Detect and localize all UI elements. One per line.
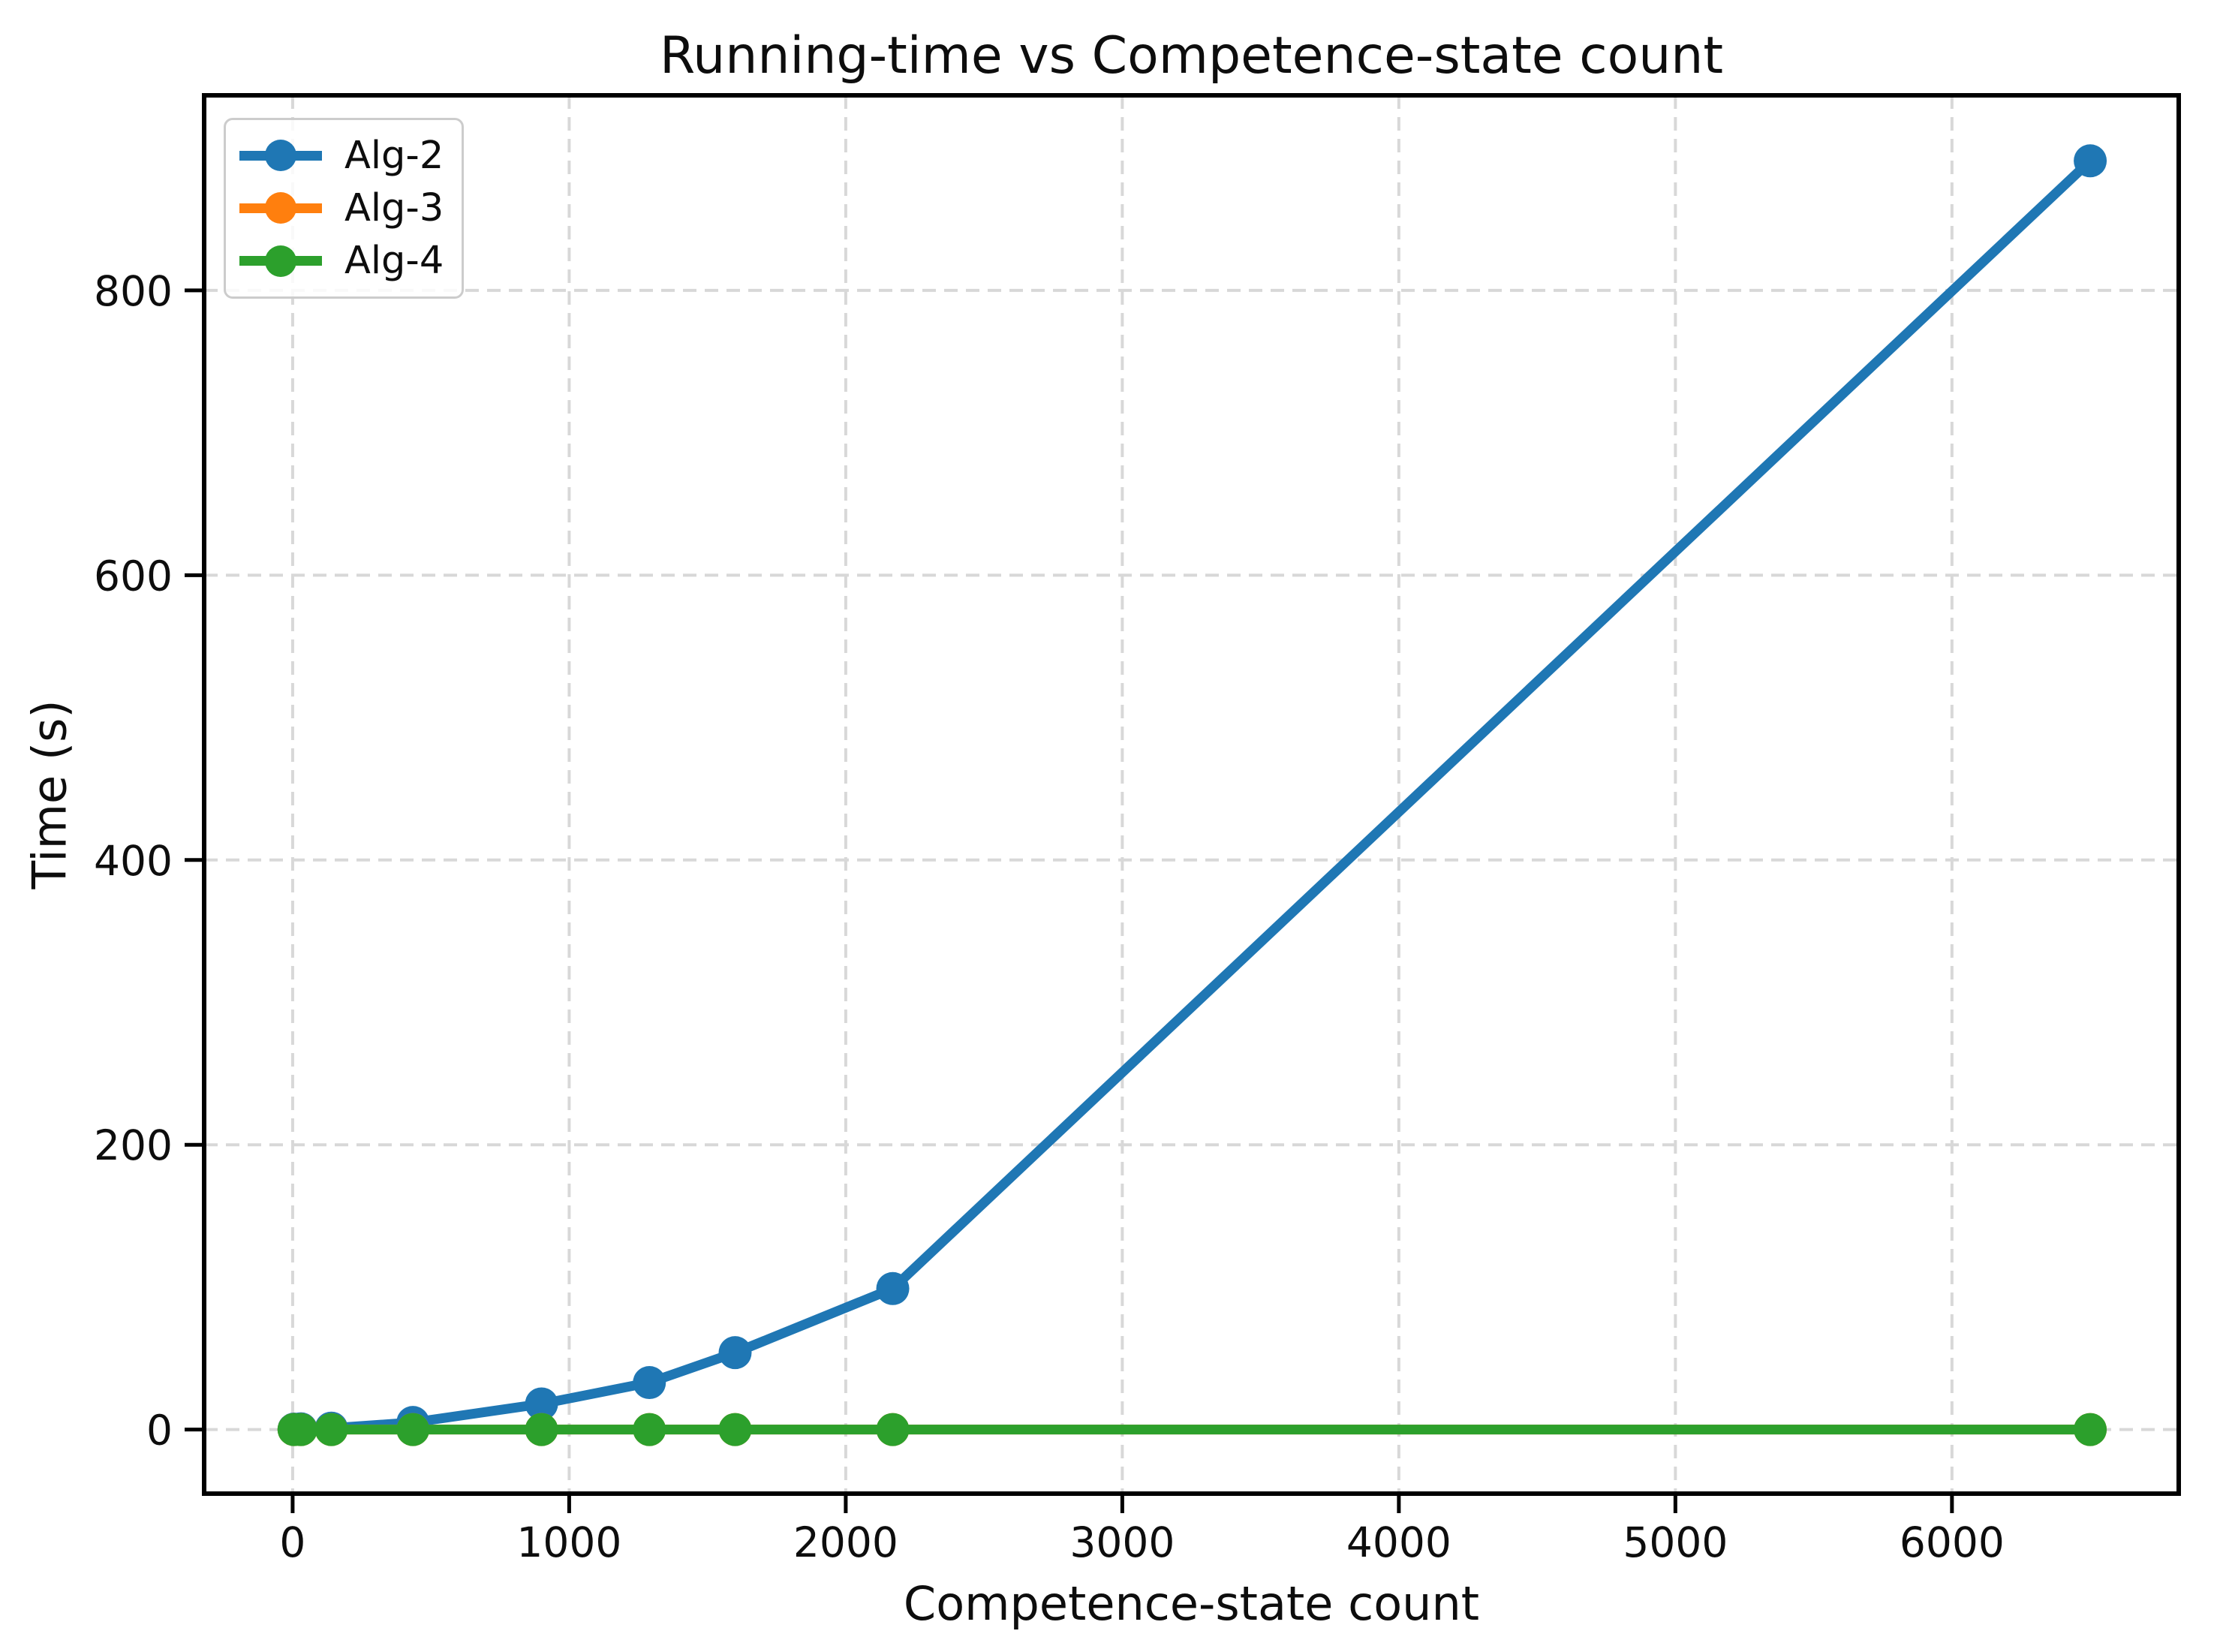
- legend-marker-icon: [239, 137, 322, 173]
- x-tick-label-6000: 6000: [1900, 1518, 2005, 1566]
- data-point-Alg-4-6: [718, 1413, 752, 1446]
- data-point-Alg-2-7: [876, 1271, 910, 1305]
- x-tick-label-4000: 4000: [1346, 1518, 1451, 1566]
- data-point-Alg-4-2: [314, 1413, 348, 1446]
- data-point-Alg-4-5: [633, 1413, 666, 1446]
- y-tick-label-0: 0: [146, 1407, 173, 1455]
- y-tick-label-800: 800: [94, 267, 173, 315]
- data-point-Alg-2-5: [633, 1366, 666, 1400]
- legend-label: Alg-4: [344, 239, 444, 284]
- legend-item-alg-2: Alg-2: [239, 134, 448, 178]
- data-point-Alg-2-4: [525, 1387, 558, 1421]
- data-point-Alg-2-6: [718, 1336, 752, 1370]
- legend: Alg-2 Alg-3 Alg-4: [224, 118, 464, 299]
- x-tick-label-2000: 2000: [793, 1518, 898, 1566]
- plot-border: [202, 93, 2181, 1496]
- legend-marker-icon: [239, 243, 322, 279]
- x-tick-label-0: 0: [279, 1518, 305, 1566]
- chart-title: Running-time vs Competence-state count: [659, 26, 1724, 86]
- legend-item-alg-4: Alg-4: [239, 239, 448, 283]
- legend-label: Alg-2: [344, 133, 444, 178]
- y-tick-label-400: 400: [94, 837, 173, 885]
- data-point-Alg-4-4: [525, 1413, 558, 1446]
- data-point-Alg-4-8: [2074, 1413, 2107, 1446]
- y-tick-label-600: 600: [94, 552, 173, 600]
- legend-item-alg-3: Alg-3: [239, 186, 448, 230]
- x-tick-label-1000: 1000: [516, 1518, 621, 1566]
- y-axis-label-container: Time (s): [14, 95, 86, 1494]
- y-tick-label-200: 200: [94, 1121, 173, 1169]
- x-axis-label: Competence-state count: [903, 1576, 1480, 1631]
- x-tick-label-5000: 5000: [1623, 1518, 1728, 1566]
- y-axis-label: Time (s): [22, 700, 77, 889]
- data-point-Alg-4-1: [284, 1413, 317, 1446]
- data-point-Alg-2-8: [2074, 144, 2107, 178]
- x-tick-label-3000: 3000: [1069, 1518, 1175, 1566]
- data-point-Alg-4-7: [876, 1413, 910, 1446]
- data-point-Alg-4-3: [396, 1413, 430, 1446]
- legend-marker-icon: [239, 190, 322, 226]
- legend-label: Alg-3: [344, 185, 444, 230]
- series-line-Alg-2: [289, 155, 2095, 1434]
